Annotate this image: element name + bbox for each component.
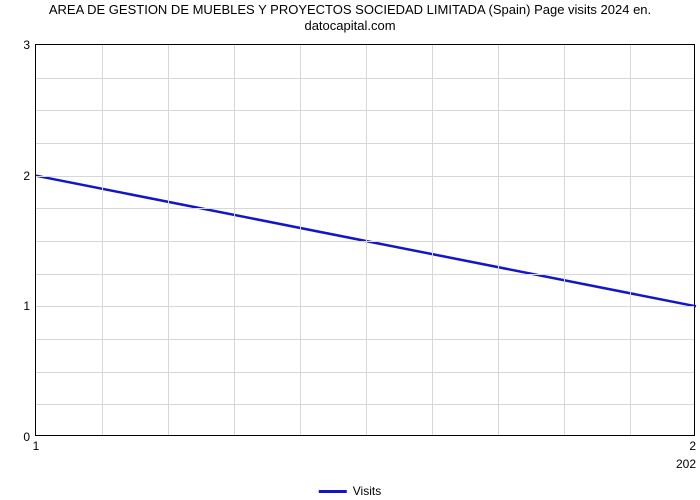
gridline-v bbox=[234, 45, 235, 435]
plot-area: 012312202 bbox=[35, 44, 695, 436]
y-tick-label: 3 bbox=[23, 38, 30, 52]
gridline-h bbox=[36, 110, 694, 111]
x-tick-label: 2 bbox=[689, 439, 696, 453]
legend-label: Visits bbox=[353, 484, 381, 498]
gridline-h bbox=[36, 339, 694, 340]
x-tick-label: 1 bbox=[33, 439, 40, 453]
gridline-v bbox=[300, 45, 301, 435]
legend: Visits bbox=[319, 484, 381, 498]
legend-swatch bbox=[319, 490, 347, 493]
gridline-v bbox=[168, 45, 169, 435]
gridline-v bbox=[498, 45, 499, 435]
gridline-h bbox=[36, 372, 694, 373]
gridline-v bbox=[630, 45, 631, 435]
gridline-h bbox=[36, 404, 694, 405]
gridline-h bbox=[36, 208, 694, 209]
gridline-v bbox=[564, 45, 565, 435]
gridline-h bbox=[36, 176, 694, 177]
chart-title-line2: datocapital.com bbox=[304, 18, 395, 33]
x-right-label: 202 bbox=[676, 457, 696, 471]
gridline-h bbox=[36, 274, 694, 275]
gridline-h bbox=[36, 78, 694, 79]
gridline-v bbox=[366, 45, 367, 435]
gridline-v bbox=[432, 45, 433, 435]
chart-title: AREA DE GESTION DE MUEBLES Y PROYECTOS S… bbox=[0, 2, 700, 35]
gridline-v bbox=[102, 45, 103, 435]
y-tick-label: 2 bbox=[23, 169, 30, 183]
gridline-h bbox=[36, 306, 694, 307]
gridline-h bbox=[36, 143, 694, 144]
gridline-h bbox=[36, 241, 694, 242]
y-tick-label: 1 bbox=[23, 299, 30, 313]
chart-container: AREA DE GESTION DE MUEBLES Y PROYECTOS S… bbox=[0, 0, 700, 500]
y-tick-label: 0 bbox=[23, 430, 30, 444]
chart-title-line1: AREA DE GESTION DE MUEBLES Y PROYECTOS S… bbox=[49, 2, 651, 17]
